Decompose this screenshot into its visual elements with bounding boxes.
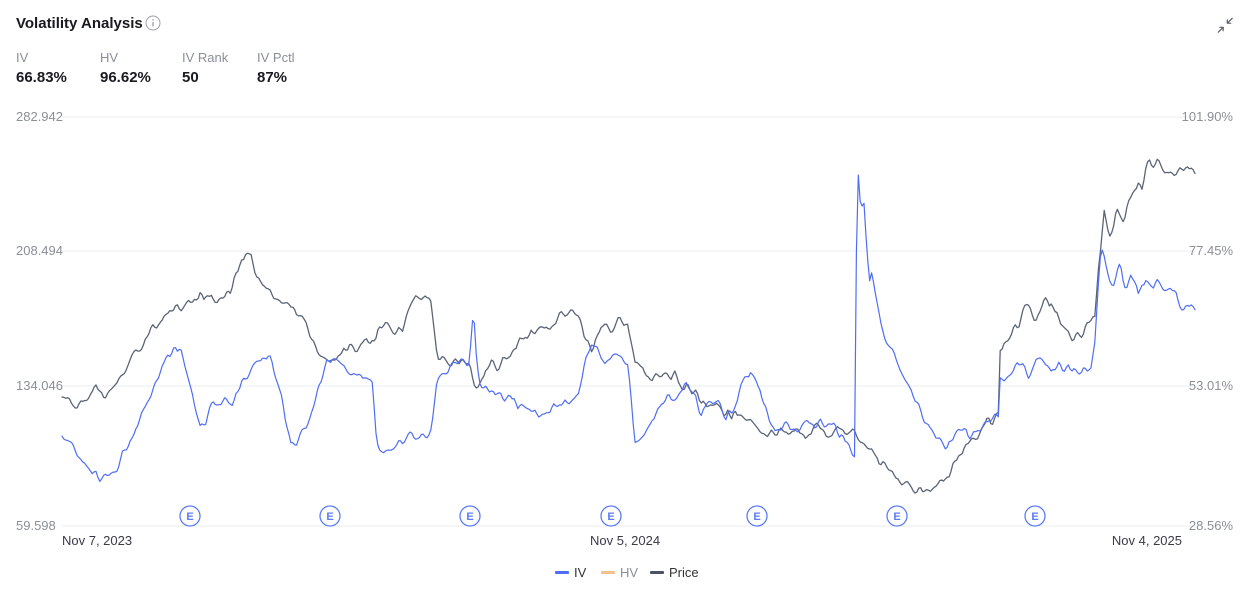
svg-text:Nov 5, 2024: Nov 5, 2024 <box>590 533 660 548</box>
svg-text:E: E <box>466 511 473 523</box>
svg-text:E: E <box>607 511 614 523</box>
svg-text:282.942: 282.942 <box>16 109 63 124</box>
svg-text:59.598: 59.598 <box>16 518 56 533</box>
svg-text:E: E <box>186 511 193 523</box>
svg-text:77.45%: 77.45% <box>1189 243 1234 258</box>
svg-text:53.01%: 53.01% <box>1189 378 1234 393</box>
svg-text:208.494: 208.494 <box>16 243 63 258</box>
svg-text:E: E <box>893 511 900 523</box>
svg-text:101.90%: 101.90% <box>1182 109 1234 124</box>
svg-text:Nov 4, 2025: Nov 4, 2025 <box>1112 533 1182 548</box>
svg-text:E: E <box>1031 511 1038 523</box>
svg-text:134.046: 134.046 <box>16 378 63 393</box>
svg-text:Nov 7, 2023: Nov 7, 2023 <box>62 533 132 548</box>
svg-text:28.56%: 28.56% <box>1189 518 1234 533</box>
svg-text:E: E <box>326 511 333 523</box>
svg-text:E: E <box>753 511 760 523</box>
